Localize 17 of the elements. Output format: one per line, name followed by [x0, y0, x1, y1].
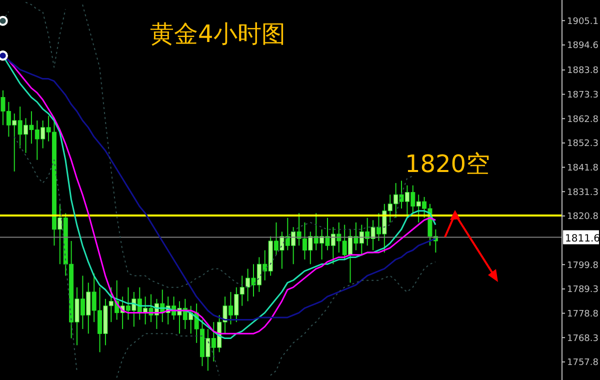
annotation: 1820空: [405, 149, 490, 180]
y-tick-label: 1883.8: [567, 66, 599, 76]
y-tick-label: 1768.3: [567, 334, 598, 344]
y-tick-label: 1820.8: [567, 212, 599, 222]
y-tick-label: 1778.8: [567, 309, 599, 320]
y-tick-label: 1799.8: [567, 260, 599, 271]
y-tick-label: 1757.8: [567, 358, 599, 368]
y-tick-label: 1894.6: [567, 41, 599, 52]
text: 黄金4小时图: [150, 19, 286, 50]
y-tick-label: 1789.3: [567, 285, 598, 296]
y-tick-label: 1852.3: [567, 139, 598, 150]
y-tick-label: 1905.1: [567, 16, 598, 27]
y-tick-label: 1831.3: [567, 188, 598, 198]
y-tick-label: 1873.3: [567, 90, 598, 100]
ref-line-label: 1811.6: [565, 233, 600, 244]
y-tick-label: 1862.8: [567, 114, 599, 125]
y-tick-label: 1841.8: [567, 163, 599, 174]
